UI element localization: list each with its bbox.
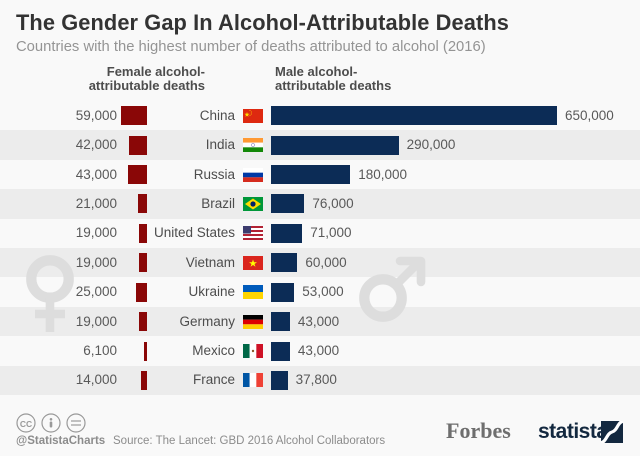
svg-text:CC: CC	[20, 419, 32, 429]
